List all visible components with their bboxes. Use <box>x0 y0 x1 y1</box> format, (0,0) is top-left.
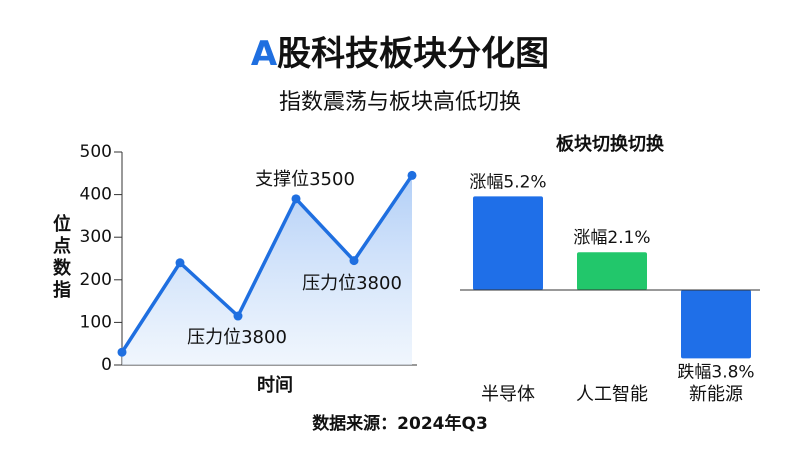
y-tick-label: 400 <box>80 185 112 205</box>
category-label: 新能源 <box>689 384 743 405</box>
subtitle: 指数震荡与板块高低切换 <box>279 90 521 115</box>
line <box>120 174 414 354</box>
value-label: 跌幅3.8% <box>677 362 754 382</box>
x-axis-label: 时间 <box>257 375 293 396</box>
category-label: 人工智能 <box>576 384 648 405</box>
y-tick-label: 100 <box>80 312 112 332</box>
title: A股科技板块分化图 <box>251 34 549 74</box>
point <box>349 256 359 266</box>
point <box>117 347 127 357</box>
value-label: 涨幅2.1% <box>573 228 650 248</box>
point <box>407 170 417 180</box>
bar <box>577 252 647 290</box>
y-tick-label: 200 <box>80 270 112 290</box>
source: 数据来源：2024年Q3 <box>312 413 488 434</box>
bar <box>473 196 543 290</box>
area <box>122 175 412 365</box>
y-tick-label: 500 <box>80 142 112 162</box>
y-tick-label: 300 <box>80 227 112 247</box>
annotation: 压力位3800 <box>302 273 402 294</box>
point <box>233 311 243 321</box>
y-axis-label: 位点数指 <box>53 213 72 301</box>
annotation: 支撑位3500 <box>255 169 355 190</box>
bar-chart-title: 板块切换切换 <box>556 133 665 155</box>
title-part: 股科技板块分化图 <box>277 34 549 74</box>
point <box>291 194 301 204</box>
annotation: 压力位3800 <box>187 327 287 348</box>
title-part: A <box>251 34 278 74</box>
point <box>175 258 185 268</box>
y-tick-label: 0 <box>101 355 112 375</box>
value-label: 涨幅5.2% <box>469 172 546 192</box>
category-label: 半导体 <box>481 384 535 405</box>
bar <box>681 290 751 359</box>
